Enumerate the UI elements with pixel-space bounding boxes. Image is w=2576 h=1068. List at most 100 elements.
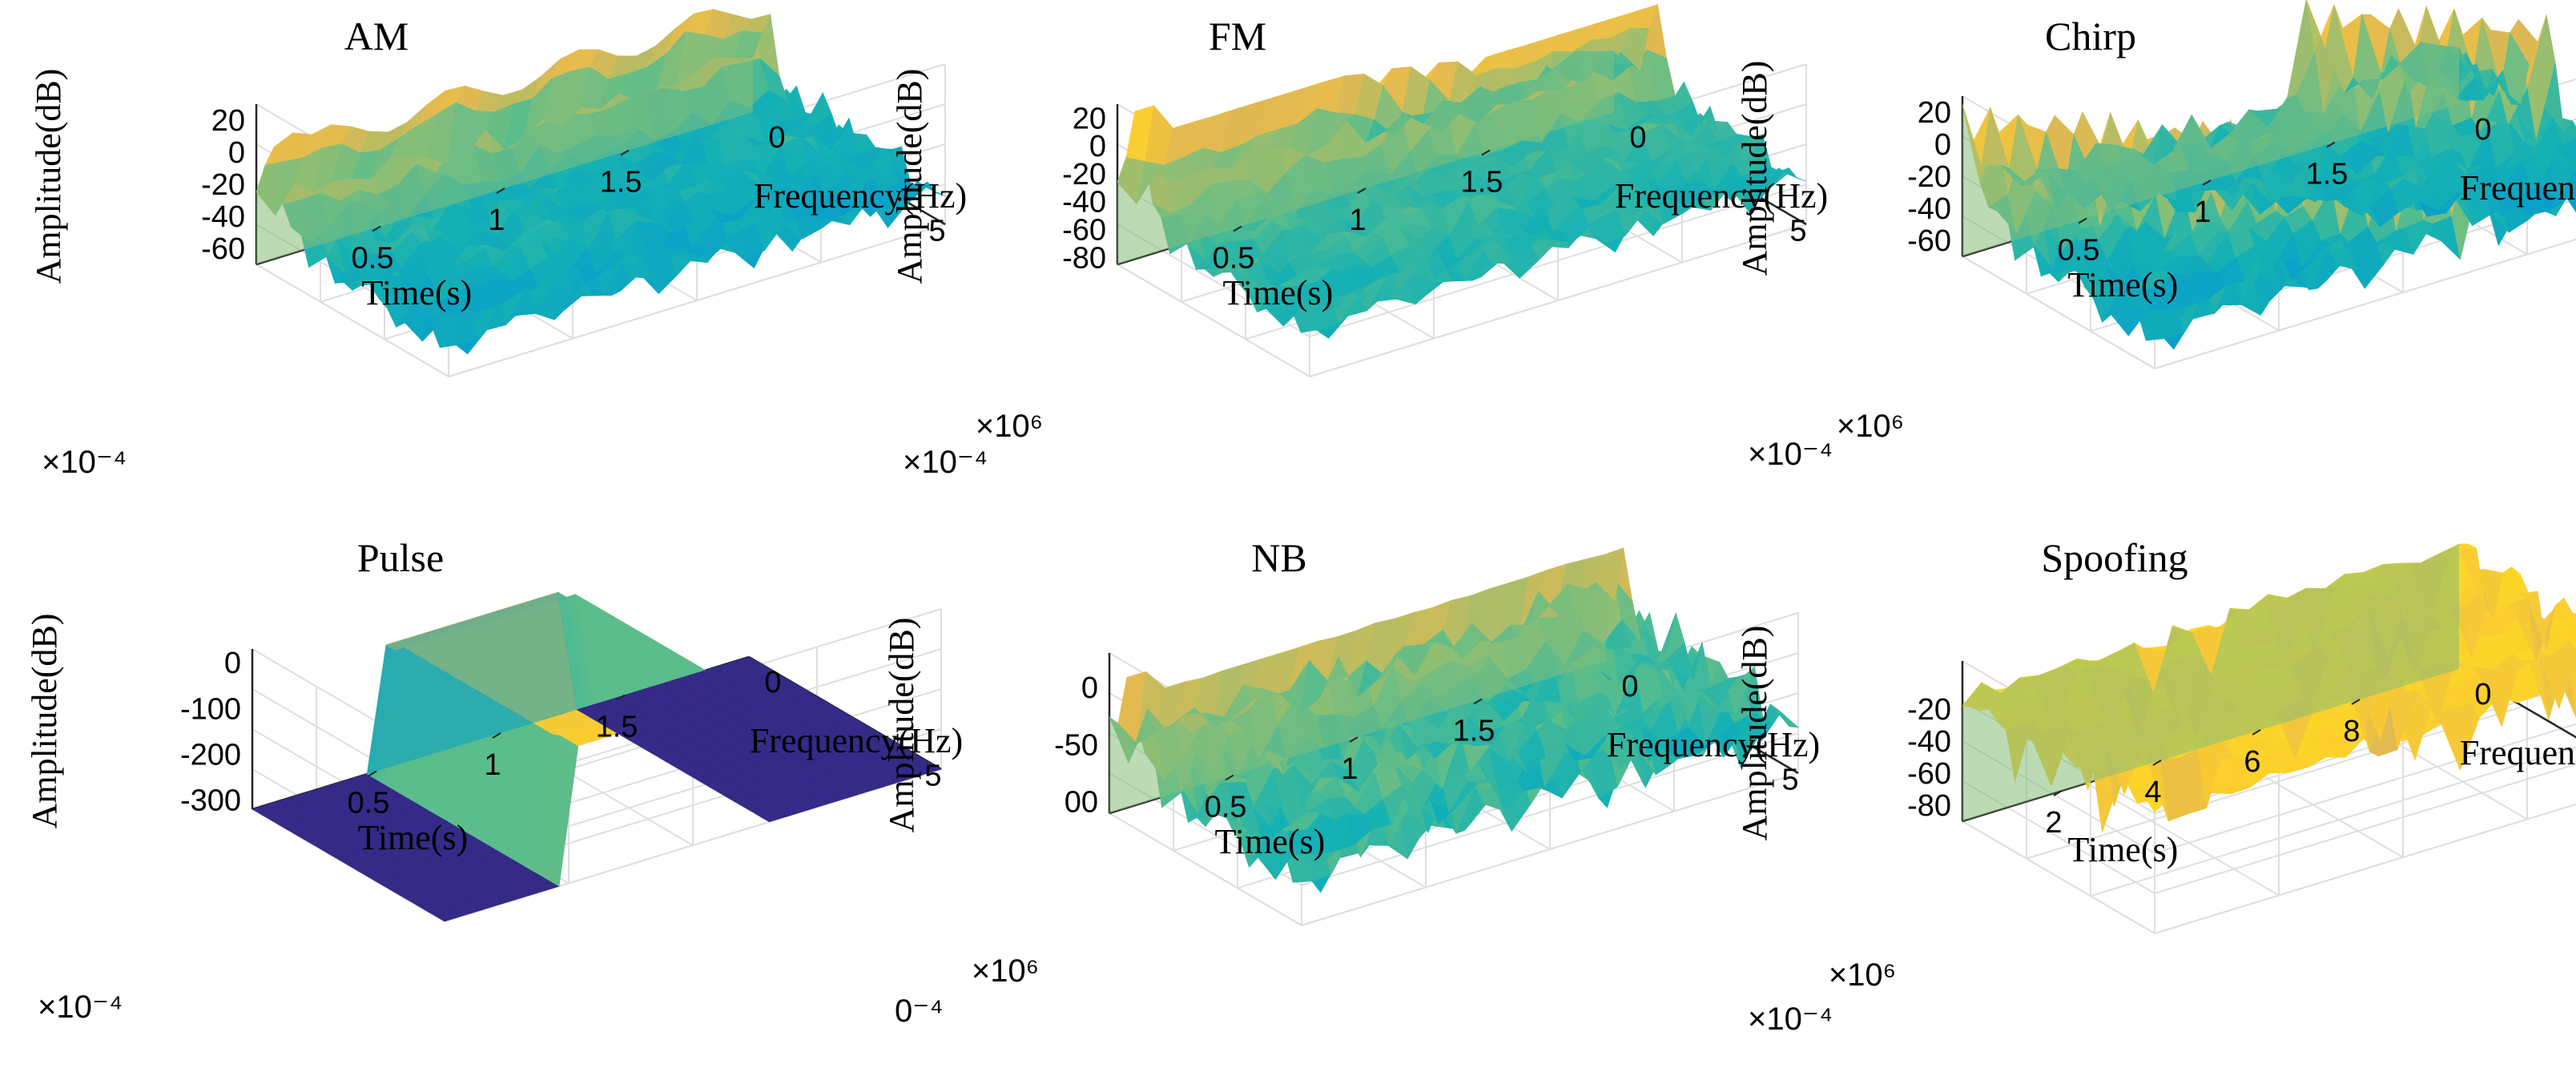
- x-tick-label: 1.5: [1453, 715, 1495, 748]
- x-tick-label: 0.5: [1213, 242, 1255, 276]
- x-axis-label: Time(s): [2068, 830, 2179, 869]
- surface-pulse: [252, 591, 942, 922]
- z-tick-label: -40: [201, 200, 245, 234]
- z-axis-label: Amplitude(dB): [1735, 61, 1774, 276]
- z-tick-label: -40: [1907, 725, 1951, 759]
- z-tick-label: 0: [1934, 128, 1951, 162]
- y-axis-label: Frequency(Hz): [2460, 733, 2576, 772]
- x-tick-label: 0.5: [2058, 234, 2100, 268]
- y-tick-label: 0: [2474, 678, 2491, 711]
- y-tick-label: 0: [1621, 670, 1638, 703]
- z-tick-label: 0: [1089, 130, 1106, 163]
- x-axis-label: Time(s): [358, 818, 469, 857]
- z-tick-label: -300: [180, 784, 241, 818]
- y-tick-label: 0: [768, 121, 785, 155]
- x-tick-label: 0.5: [1205, 791, 1247, 824]
- z-tick-labels: 0 -100 -200 -300: [180, 647, 241, 817]
- x-axis-label: Time(s): [2068, 265, 2179, 304]
- x-tick-label: 1: [2194, 195, 2211, 229]
- surface-am: [256, 9, 946, 355]
- z-tick-label: 20: [1918, 96, 1951, 130]
- x-tick-label: 0.5: [348, 787, 390, 820]
- x-tick-labels: 0.5 1 1.5: [1213, 149, 1503, 276]
- z-tick-label: -200: [180, 738, 241, 772]
- z-tick-label: 0: [1081, 671, 1098, 705]
- x-tick-labels: 2 4 6 8: [2045, 699, 2361, 840]
- x-exponent-label: ×10⁻⁴: [38, 989, 123, 1025]
- z-tick-label: -80: [1062, 241, 1106, 275]
- y-axis-label: Frequency(Hz): [2460, 168, 2576, 208]
- y-axis-label: Frequency(Hz): [1615, 176, 1828, 216]
- subplot-title: Chirp: [2045, 14, 2136, 58]
- surface-nb: [1109, 547, 1799, 893]
- y-axis-label: Frequency(Hz): [750, 721, 963, 760]
- x-axis-label: Time(s): [1223, 273, 1334, 312]
- y-tick-label: 5: [1789, 215, 1806, 248]
- x-tick-label: 1: [484, 748, 501, 782]
- surface-spoofing: [1962, 543, 2576, 833]
- x-exponent-label: 0⁻⁴: [895, 993, 944, 1029]
- x-tick-label: 4: [2144, 776, 2161, 809]
- subplot-title: Spoofing: [2041, 535, 2188, 580]
- z-tick-label: -80: [1907, 789, 1951, 823]
- x-exponent-label: ×10⁻⁴: [42, 445, 127, 480]
- z-tick-label: -60: [1062, 214, 1106, 248]
- z-tick-label: 0: [224, 647, 241, 680]
- surface-chirp: [1962, 0, 2576, 350]
- y-exponent-label: ×10⁶: [1829, 957, 1896, 993]
- z-tick-label: -20: [1907, 160, 1951, 194]
- z-tick-labels: 0 -50 00: [1054, 671, 1098, 820]
- subplot-title: AM: [344, 14, 409, 58]
- y-tick-label: 0: [1629, 121, 1646, 155]
- y-tick-labels: 05: [768, 121, 945, 248]
- x-tick-labels: 0.5 1 1.5: [1205, 698, 1495, 824]
- z-tick-labels: 200-20-40-60: [201, 104, 245, 266]
- x-exponent-label: ×10⁻⁴: [903, 445, 988, 480]
- y-tick-label: 5: [924, 760, 941, 793]
- y-tick-labels: 05: [1629, 121, 1806, 248]
- z-tick-label: -60: [1907, 757, 1951, 791]
- y-tick-labels: 05: [2474, 113, 2491, 147]
- subplot-chirp: Chirp200-20-40-600.511.505Amplitude(dB)T…: [1735, 0, 2576, 472]
- z-tick-label: -40: [1062, 186, 1106, 220]
- y-tick-label: 5: [1781, 764, 1798, 797]
- x-tick-label: 1.5: [1461, 166, 1503, 199]
- z-axis-label: Amplitude(dB): [29, 69, 68, 284]
- x-tick-label: 2: [2045, 806, 2062, 840]
- x-exponent-label: ×10⁻⁴: [1748, 1002, 1833, 1037]
- z-tick-label: -60: [1907, 224, 1951, 258]
- z-tick-label: -50: [1054, 728, 1098, 762]
- x-tick-label: 1: [488, 204, 505, 237]
- z-tick-label: 20: [211, 104, 245, 138]
- surface-fm: [1117, 4, 1807, 339]
- z-tick-labels: 200-20-40-60: [1907, 96, 1951, 258]
- y-tick-labels: 05: [2474, 678, 2491, 711]
- x-tick-label: 1.5: [596, 711, 638, 744]
- subplot-title: Pulse: [357, 535, 444, 580]
- x-exponent-label: ×10⁻⁴: [1748, 437, 1833, 472]
- z-tick-label: 20: [1073, 102, 1106, 135]
- y-tick-label: 5: [928, 215, 945, 248]
- subplot-title: FM: [1209, 14, 1266, 58]
- x-tick-labels: 0.5 1 1.5: [2058, 141, 2349, 268]
- x-tick-labels: 0.5 1 1.5: [348, 694, 638, 820]
- z-tick-labels: -20-40-60-80: [1907, 693, 1951, 823]
- y-axis-label: Frequency(Hz): [1607, 725, 1820, 764]
- x-tick-label: 1: [1341, 752, 1358, 786]
- z-tick-label: -20: [201, 168, 245, 202]
- z-tick-label: -100: [180, 692, 241, 726]
- x-tick-label: 0.5: [352, 242, 394, 276]
- y-tick-label: 0: [764, 666, 781, 699]
- y-exponent-label: ×10⁶: [1837, 409, 1904, 444]
- z-axis-label: Amplitude(dB): [25, 614, 64, 829]
- z-axis-label: Amplitude(dB): [890, 69, 929, 284]
- z-tick-label: -20: [1907, 693, 1951, 727]
- z-axis-label: Amplitude(dB): [882, 618, 921, 833]
- x-tick-labels: 0.5 1 1.5: [352, 149, 642, 276]
- x-tick-label: 1.5: [2306, 158, 2349, 191]
- z-tick-labels: 200-20-40-60-80: [1062, 102, 1106, 275]
